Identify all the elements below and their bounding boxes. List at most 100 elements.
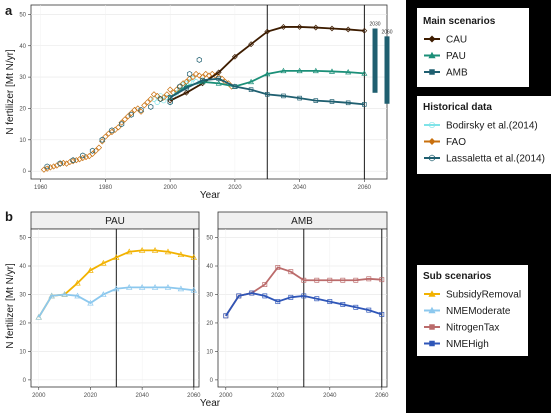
facet-pau-ytick-label: 10 xyxy=(19,349,26,355)
hist-point-lassaletta xyxy=(44,163,50,170)
facet-amb-xtick-label: 2020 xyxy=(271,393,285,399)
hist-point-bodirsky xyxy=(164,94,170,101)
facet-pau-point-nmemoderate xyxy=(151,284,159,290)
facet-amb-point-nitrogentax xyxy=(366,276,372,282)
facet-pau-point-nmemoderate xyxy=(74,292,81,299)
legend-main-scenarios: Main scenarios CAU PAU AMB xyxy=(417,8,529,87)
facet-amb-point-nmehigh xyxy=(366,307,372,313)
scenario-point-cau xyxy=(312,24,319,31)
hist-point-fao xyxy=(76,156,83,163)
facet-pau-line-nmemoderate xyxy=(37,286,194,318)
legend-sub-title: Sub scenarios xyxy=(423,271,492,282)
hist-point-fao xyxy=(147,95,154,103)
scenario-point-cau xyxy=(183,89,190,96)
legend-key-marker-nitrogentax xyxy=(429,324,435,330)
hist-point-fao xyxy=(66,158,73,166)
scenario-point-amb xyxy=(329,99,335,104)
scenario-line-amb xyxy=(169,77,365,106)
scenario-point-pau xyxy=(280,67,287,74)
panel-a-frame xyxy=(30,4,388,180)
legend-sub-scenarios: Sub scenarios SubsidyRemoval NMEModerate N… xyxy=(417,265,528,356)
hist-point-lassaletta xyxy=(89,147,96,154)
facet-pau-point-nmemoderate xyxy=(87,299,94,306)
legend-key-marker-bodirsky xyxy=(428,121,436,129)
facet-amb-ytick-label: 30 xyxy=(206,292,213,298)
legend-label-fao: FAO xyxy=(446,137,466,148)
panel-a-xtick-label: 2020 xyxy=(228,185,242,191)
facet-pau-point-subsidyremoval xyxy=(177,251,185,258)
facet-amb-point-nitrogentax xyxy=(340,277,346,283)
hist-point-fao xyxy=(141,102,148,109)
facet-pau-xtick-label: 2000 xyxy=(32,393,46,399)
hist-point-fao xyxy=(82,153,90,161)
hist-point-fao xyxy=(167,86,174,93)
facet-amb-point-nmehigh xyxy=(275,299,281,305)
scenario-point-amb xyxy=(345,100,351,106)
scenario-point-pau xyxy=(312,67,319,74)
hist-point-lassaletta xyxy=(70,157,76,164)
scenario-point-cau xyxy=(167,97,174,104)
range-bar-2060 xyxy=(384,36,390,104)
hist-point-lassaletta xyxy=(196,56,202,63)
legend-label-cau: CAU xyxy=(446,35,467,46)
scenario-point-pau xyxy=(361,70,368,76)
scenario-point-cau xyxy=(329,25,335,32)
scenario-point-amb xyxy=(232,84,238,89)
scenario-point-cau xyxy=(296,24,303,30)
facet-amb-point-nitrogentax xyxy=(288,269,294,275)
hist-point-fao xyxy=(163,91,171,98)
legend-main-box xyxy=(417,8,529,87)
facet-pau-point-subsidyremoval xyxy=(138,247,146,253)
facet-amb-ytick-label: 40 xyxy=(206,264,213,270)
facet-pau-ticks: 0 10 20 30 40 50 2000 2020 2040 2060 xyxy=(19,236,201,399)
scenario-point-amb xyxy=(281,93,286,99)
legend-key-marker-pau xyxy=(428,51,436,59)
hist-point-lassaletta xyxy=(148,103,154,110)
facet-amb-point-nmehigh xyxy=(327,299,333,305)
legend-main-title: Main scenarios xyxy=(423,16,496,27)
facet-pau-ytick-label: 20 xyxy=(19,321,26,327)
legend-label-nitrogentax: NitrogenTax xyxy=(446,323,499,334)
facet-amb-point-nmehigh xyxy=(262,293,268,299)
facet-amb-xtick-label: 2040 xyxy=(323,393,337,399)
facet-pau-point-nmemoderate xyxy=(177,285,185,292)
panel-a-xtick-label: 2040 xyxy=(293,185,307,191)
range-bar-label-2030: 2030 xyxy=(369,22,380,28)
facet-amb-ytick-label: 50 xyxy=(206,236,213,242)
hist-point-lassaletta xyxy=(157,96,164,103)
facet-pau-ytick-label: 30 xyxy=(19,292,26,298)
hist-point-fao xyxy=(202,70,209,78)
hist-point-bodirsky xyxy=(154,99,160,105)
hist-point-bodirsky xyxy=(186,79,193,85)
legend-label-amb: AMB xyxy=(446,68,468,79)
scenario-point-pau xyxy=(264,70,271,77)
hist-point-fao xyxy=(102,133,109,140)
facet-strip-pau-label: PAU xyxy=(105,216,125,227)
hist-point-fao xyxy=(160,94,167,101)
scenario-point-amb xyxy=(216,76,221,81)
range-bar-label-2060: 2060 xyxy=(381,29,392,35)
legend-label-nmemoderate: NMEModerate xyxy=(446,306,511,317)
facet-pau-point-nmemoderate xyxy=(61,291,68,297)
facet-amb-point-nitrogentax xyxy=(262,282,268,287)
scenario-point-amb xyxy=(362,102,367,107)
panel-b-facet-pau: PAU 0 10 20 30 40 50 2000 2020 2040 2060 xyxy=(19,211,201,399)
panel-b-xlabel: Year xyxy=(200,398,221,409)
legend-key-marker-amb xyxy=(429,69,435,75)
facet-pau-point-subsidyremoval xyxy=(100,259,107,266)
facet-pau-marks xyxy=(35,247,198,320)
hist-point-lassaletta xyxy=(109,127,115,134)
panel-a-xtick-label: 1980 xyxy=(99,185,113,191)
facet-amb-point-nitrogentax xyxy=(301,277,307,283)
facet-pau-xtick-label: 2040 xyxy=(135,393,149,399)
panel-a-xtick-label: 1960 xyxy=(34,185,48,191)
hist-point-fao xyxy=(57,160,64,168)
facet-pau-point-nmemoderate xyxy=(100,291,107,297)
hist-point-fao xyxy=(154,92,161,100)
scenario-point-amb xyxy=(200,77,205,83)
legend-key-marker-subsidyremoval xyxy=(428,290,436,297)
hist-point-fao xyxy=(128,110,135,117)
scenario-point-amb xyxy=(167,95,173,100)
